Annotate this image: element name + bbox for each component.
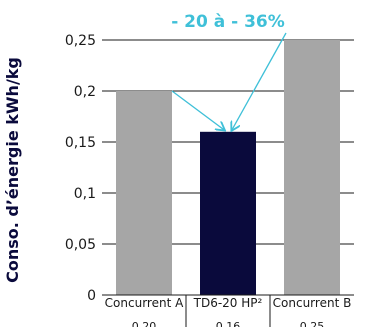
annotation-text: - 20 à - 36%: [171, 12, 285, 32]
data-label: 0,20: [132, 320, 157, 327]
bar: [284, 40, 340, 295]
x-tick-label: Concurrent B: [273, 296, 352, 310]
y-axis-ticks: 0 0,05 0,1 0,15 0,2 0,25: [65, 33, 96, 304]
y-tick-label: 0,15: [65, 135, 96, 151]
y-tick-label: 0,05: [65, 237, 96, 253]
x-tick-label: Concurrent A: [105, 296, 184, 310]
annotation-arrow-right: [232, 32, 287, 130]
annotation: - 20 à - 36%: [171, 12, 287, 130]
bars: [116, 40, 340, 295]
value-labels: 0,20 0,16 0,25: [132, 320, 325, 327]
y-axis-label: Conso. d’énergie kWh/kg: [3, 57, 22, 283]
y-tick-label: 0,2: [74, 84, 96, 100]
y-tick-label: 0,25: [65, 33, 96, 49]
data-label: 0,25: [300, 320, 325, 327]
x-tick-label: TD6-20 HP²: [193, 296, 263, 310]
category-labels: Concurrent A TD6-20 HP² Concurrent B: [105, 295, 352, 327]
y-tick-label: 0,1: [74, 186, 96, 202]
y-tick-label: 0: [87, 288, 96, 304]
bar: [200, 131, 256, 295]
bar: [116, 91, 172, 295]
data-label: 0,16: [216, 320, 241, 327]
annotation-arrow-left: [171, 90, 224, 130]
